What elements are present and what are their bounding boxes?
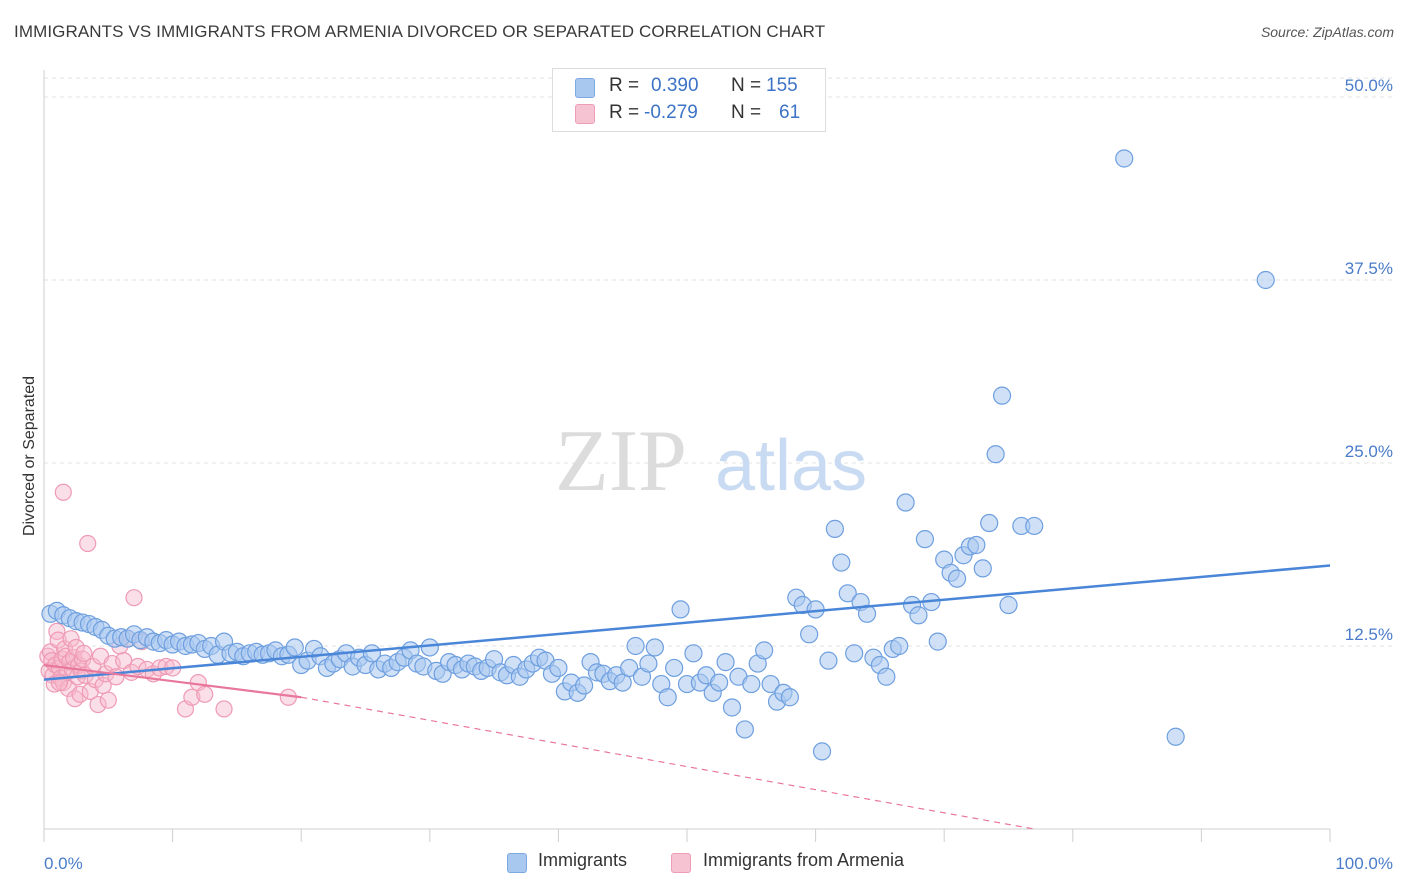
y-tick-label: 50.0% xyxy=(1345,76,1393,95)
legend-r-label: R = xyxy=(609,75,640,96)
immigrants-point xyxy=(845,644,864,663)
y-axis-label: Divorced or Separated xyxy=(21,376,38,536)
x-tick-label-max: 100.0% xyxy=(1335,854,1393,873)
immigrants-point xyxy=(928,632,947,651)
y-tick-label: 37.5% xyxy=(1345,259,1393,278)
armenia-point xyxy=(79,534,97,553)
immigrants-point xyxy=(626,636,645,656)
immigrants-point xyxy=(986,445,1005,464)
immigrants-point xyxy=(896,493,915,512)
armenia-point xyxy=(54,483,72,501)
immigrants-point xyxy=(575,676,594,695)
legend-r-value: 0.390 xyxy=(651,75,699,96)
armenia-point xyxy=(125,589,143,607)
immigrants-point xyxy=(832,553,851,572)
armenia-point xyxy=(49,631,67,649)
y-axis-tick-labels: 12.5% 25.0% 37.5% 50.0% xyxy=(1345,76,1393,644)
immigrants-point xyxy=(665,658,684,678)
legend-r-value: -0.279 xyxy=(644,102,698,123)
immigrants-point xyxy=(671,600,690,619)
legend-swatch-armenia xyxy=(575,104,595,124)
immigrants-points xyxy=(41,149,1275,761)
immigrants-point xyxy=(1115,149,1134,168)
armenia-point xyxy=(62,630,80,648)
immigrants-point xyxy=(992,386,1012,405)
immigrants-point xyxy=(1025,516,1044,536)
immigrants-point xyxy=(819,651,838,670)
legend-swatch-immigrants xyxy=(575,78,595,98)
x-tick-label-min: 0.0% xyxy=(44,854,83,873)
armenia-point xyxy=(215,700,233,718)
immigrants-point xyxy=(967,535,986,555)
bottom-legend-armenia: Immigrants from Armenia xyxy=(703,850,905,870)
armenia-point xyxy=(157,657,175,676)
bottom-legend-immigrants: Immigrants xyxy=(538,850,628,870)
immigrants-point xyxy=(742,674,761,694)
immigrants-point xyxy=(838,584,857,603)
immigrants-point xyxy=(549,658,568,678)
immigrants-point xyxy=(735,720,754,739)
immigrants-point xyxy=(684,644,703,663)
immigrants-point xyxy=(645,638,664,657)
correlation-legend: R = 0.390 N = 155 R = -0.279 N = 61 xyxy=(552,68,826,132)
immigrants-point xyxy=(780,688,799,707)
immigrants-point xyxy=(857,604,877,623)
axes xyxy=(43,70,1330,830)
immigrants-point xyxy=(639,654,658,673)
immigrants-point xyxy=(761,674,780,694)
legend-r-label: R = xyxy=(609,102,640,123)
armenia-trend-extension xyxy=(301,696,1035,830)
armenia-trend-line xyxy=(43,663,302,699)
x-axis-ticks xyxy=(43,829,1331,842)
immigrants-point xyxy=(420,638,439,657)
armenia-point xyxy=(48,622,66,640)
immigrants-point xyxy=(722,698,742,717)
immigrants-point xyxy=(825,519,844,538)
watermark-atlas: atlas xyxy=(715,426,867,506)
immigrants-point xyxy=(620,658,639,678)
immigrants-point xyxy=(877,667,896,686)
legend-n-label: N = xyxy=(731,102,762,123)
armenia-point xyxy=(89,695,107,714)
armenia-point xyxy=(71,685,89,703)
legend-n-value: 61 xyxy=(779,102,801,123)
bottom-legend-swatch-armenia xyxy=(671,853,691,873)
immigrants-point xyxy=(755,641,774,660)
immigrants-point xyxy=(915,530,935,549)
immigrants-point xyxy=(973,559,992,578)
immigrants-trend-line xyxy=(43,564,1331,681)
immigrants-point xyxy=(658,688,677,707)
immigrants-point xyxy=(716,653,735,672)
immigrants-point xyxy=(710,673,729,692)
y-tick-label: 25.0% xyxy=(1345,442,1393,461)
immigrants-point xyxy=(980,513,999,533)
armenia-point xyxy=(196,685,214,703)
source-label: Source: ZipAtlas.com xyxy=(1260,24,1394,40)
trend-lines xyxy=(43,564,1331,830)
gridlines xyxy=(44,77,1393,647)
chart-title: IMMIGRANTS VS IMMIGRANTS FROM ARMENIA DI… xyxy=(14,22,826,41)
armenia-points xyxy=(39,483,297,718)
armenia-point xyxy=(75,644,93,662)
bottom-legend-swatch-immigrants xyxy=(507,853,527,873)
immigrants-point xyxy=(890,636,909,656)
armenia-point xyxy=(183,688,201,706)
immigrants-point xyxy=(285,638,304,657)
immigrants-point xyxy=(1256,270,1275,290)
legend-n-value: 155 xyxy=(766,75,798,96)
immigrants-point xyxy=(1166,727,1185,746)
immigrants-point xyxy=(812,742,832,761)
immigrants-point xyxy=(800,625,819,644)
watermark-zip: ZIP xyxy=(555,413,687,510)
legend-n-label: N = xyxy=(731,75,762,96)
immigrants-point xyxy=(909,606,928,625)
armenia-point xyxy=(107,668,125,686)
immigrants-point xyxy=(947,569,967,588)
armenia-point xyxy=(99,691,117,709)
y-tick-label: 12.5% xyxy=(1345,625,1393,644)
immigrants-point xyxy=(999,595,1018,615)
